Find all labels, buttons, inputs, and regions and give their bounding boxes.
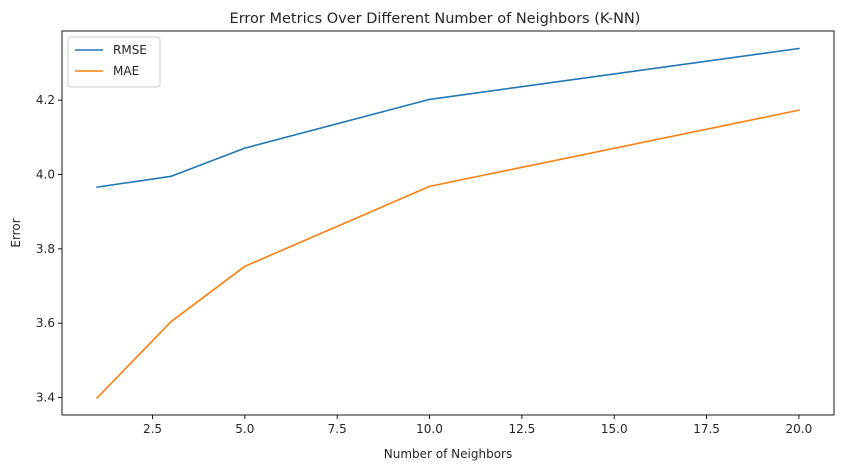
y-tick-label: 4.2	[36, 93, 55, 107]
series-line-rmse	[96, 47, 800, 189]
y-axis-title: Error	[9, 218, 23, 247]
y-tick-label: 4.0	[36, 167, 55, 181]
x-tick-label: 12.5	[509, 422, 536, 436]
chart-title: Error Metrics Over Different Number of N…	[230, 11, 641, 27]
y-tick-label: 3.4	[36, 391, 55, 405]
legend-label-mae: MAE	[113, 64, 139, 78]
x-tick-label: 17.5	[693, 422, 720, 436]
series-lines	[95, 47, 800, 400]
x-tick-label: 15.0	[601, 422, 628, 436]
legend: RMSE MAE	[67, 36, 161, 88]
y-tick-label: 3.8	[36, 242, 55, 256]
x-tick-label: 5.0	[235, 422, 254, 436]
plot-area	[61, 30, 835, 416]
axes-frame	[61, 30, 835, 416]
x-tick-label: 20.0	[786, 422, 813, 436]
legend-label-rmse: RMSE	[113, 43, 147, 57]
x-tick-label: 7.5	[328, 422, 347, 436]
x-tick-label: 10.0	[416, 422, 443, 436]
y-tick-label: 3.6	[36, 316, 55, 330]
x-tick-label: 2.5	[143, 422, 162, 436]
x-axis-title: Number of Neighbors	[384, 447, 512, 461]
axis-ticks: 2.5 5.0 7.5 10.0 12.5 15.0 17.5 20.0 3.4 3.6 3.8 4.…	[36, 93, 812, 436]
series-line-mae	[95, 109, 800, 400]
